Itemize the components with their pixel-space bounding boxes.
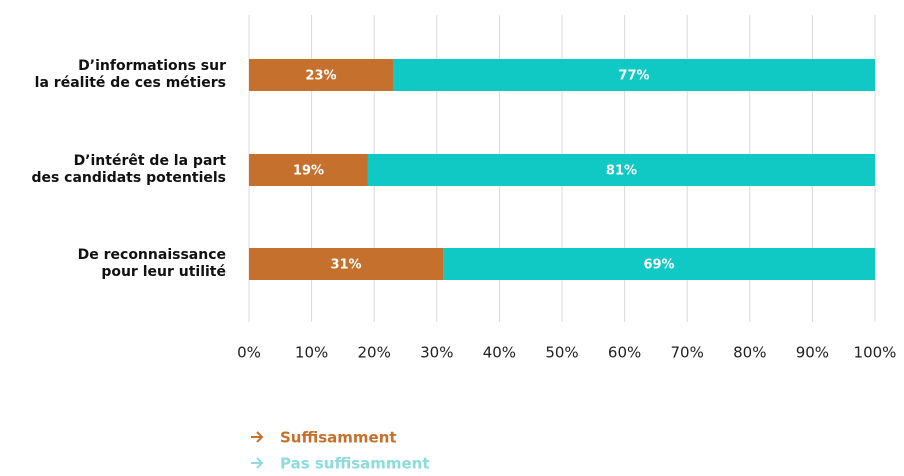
x-tick-label: 0% xyxy=(237,344,261,362)
bar-segment xyxy=(249,154,368,186)
x-tick-label: 10% xyxy=(295,344,328,362)
value-label: 23% xyxy=(305,69,336,84)
x-tick-label: 40% xyxy=(483,344,516,362)
legend-arrow xyxy=(251,431,264,443)
x-tick-label: 50% xyxy=(545,344,578,362)
bar-segment xyxy=(443,248,875,280)
x-tick-label: 20% xyxy=(358,344,391,362)
value-label: 69% xyxy=(643,258,674,273)
x-tick-label: 90% xyxy=(796,344,829,362)
value-label: 19% xyxy=(293,164,324,179)
legend-label: Suffisamment xyxy=(280,429,397,447)
value-label: 31% xyxy=(330,258,361,273)
bar-segment xyxy=(392,59,875,91)
category-label: D’intérêt de la part des candidats poten… xyxy=(31,153,226,186)
category-label: De reconnaissance pour leur utilité xyxy=(77,247,226,280)
bar-segment xyxy=(249,59,393,91)
bar-segment xyxy=(249,248,444,280)
x-tick-label: 100% xyxy=(854,344,897,362)
value-label: 77% xyxy=(618,69,649,84)
x-tick-label: 70% xyxy=(671,344,704,362)
x-tick-label: 80% xyxy=(733,344,766,362)
legend-arrow xyxy=(251,457,264,469)
x-tick-label: 30% xyxy=(420,344,453,362)
legend-label: Pas suffisamment xyxy=(280,455,430,473)
category-label: D’informations sur la réalité de ces mét… xyxy=(34,58,226,91)
x-tick-label: 60% xyxy=(608,344,641,362)
value-label: 81% xyxy=(606,164,637,179)
bar-segment xyxy=(367,154,875,186)
